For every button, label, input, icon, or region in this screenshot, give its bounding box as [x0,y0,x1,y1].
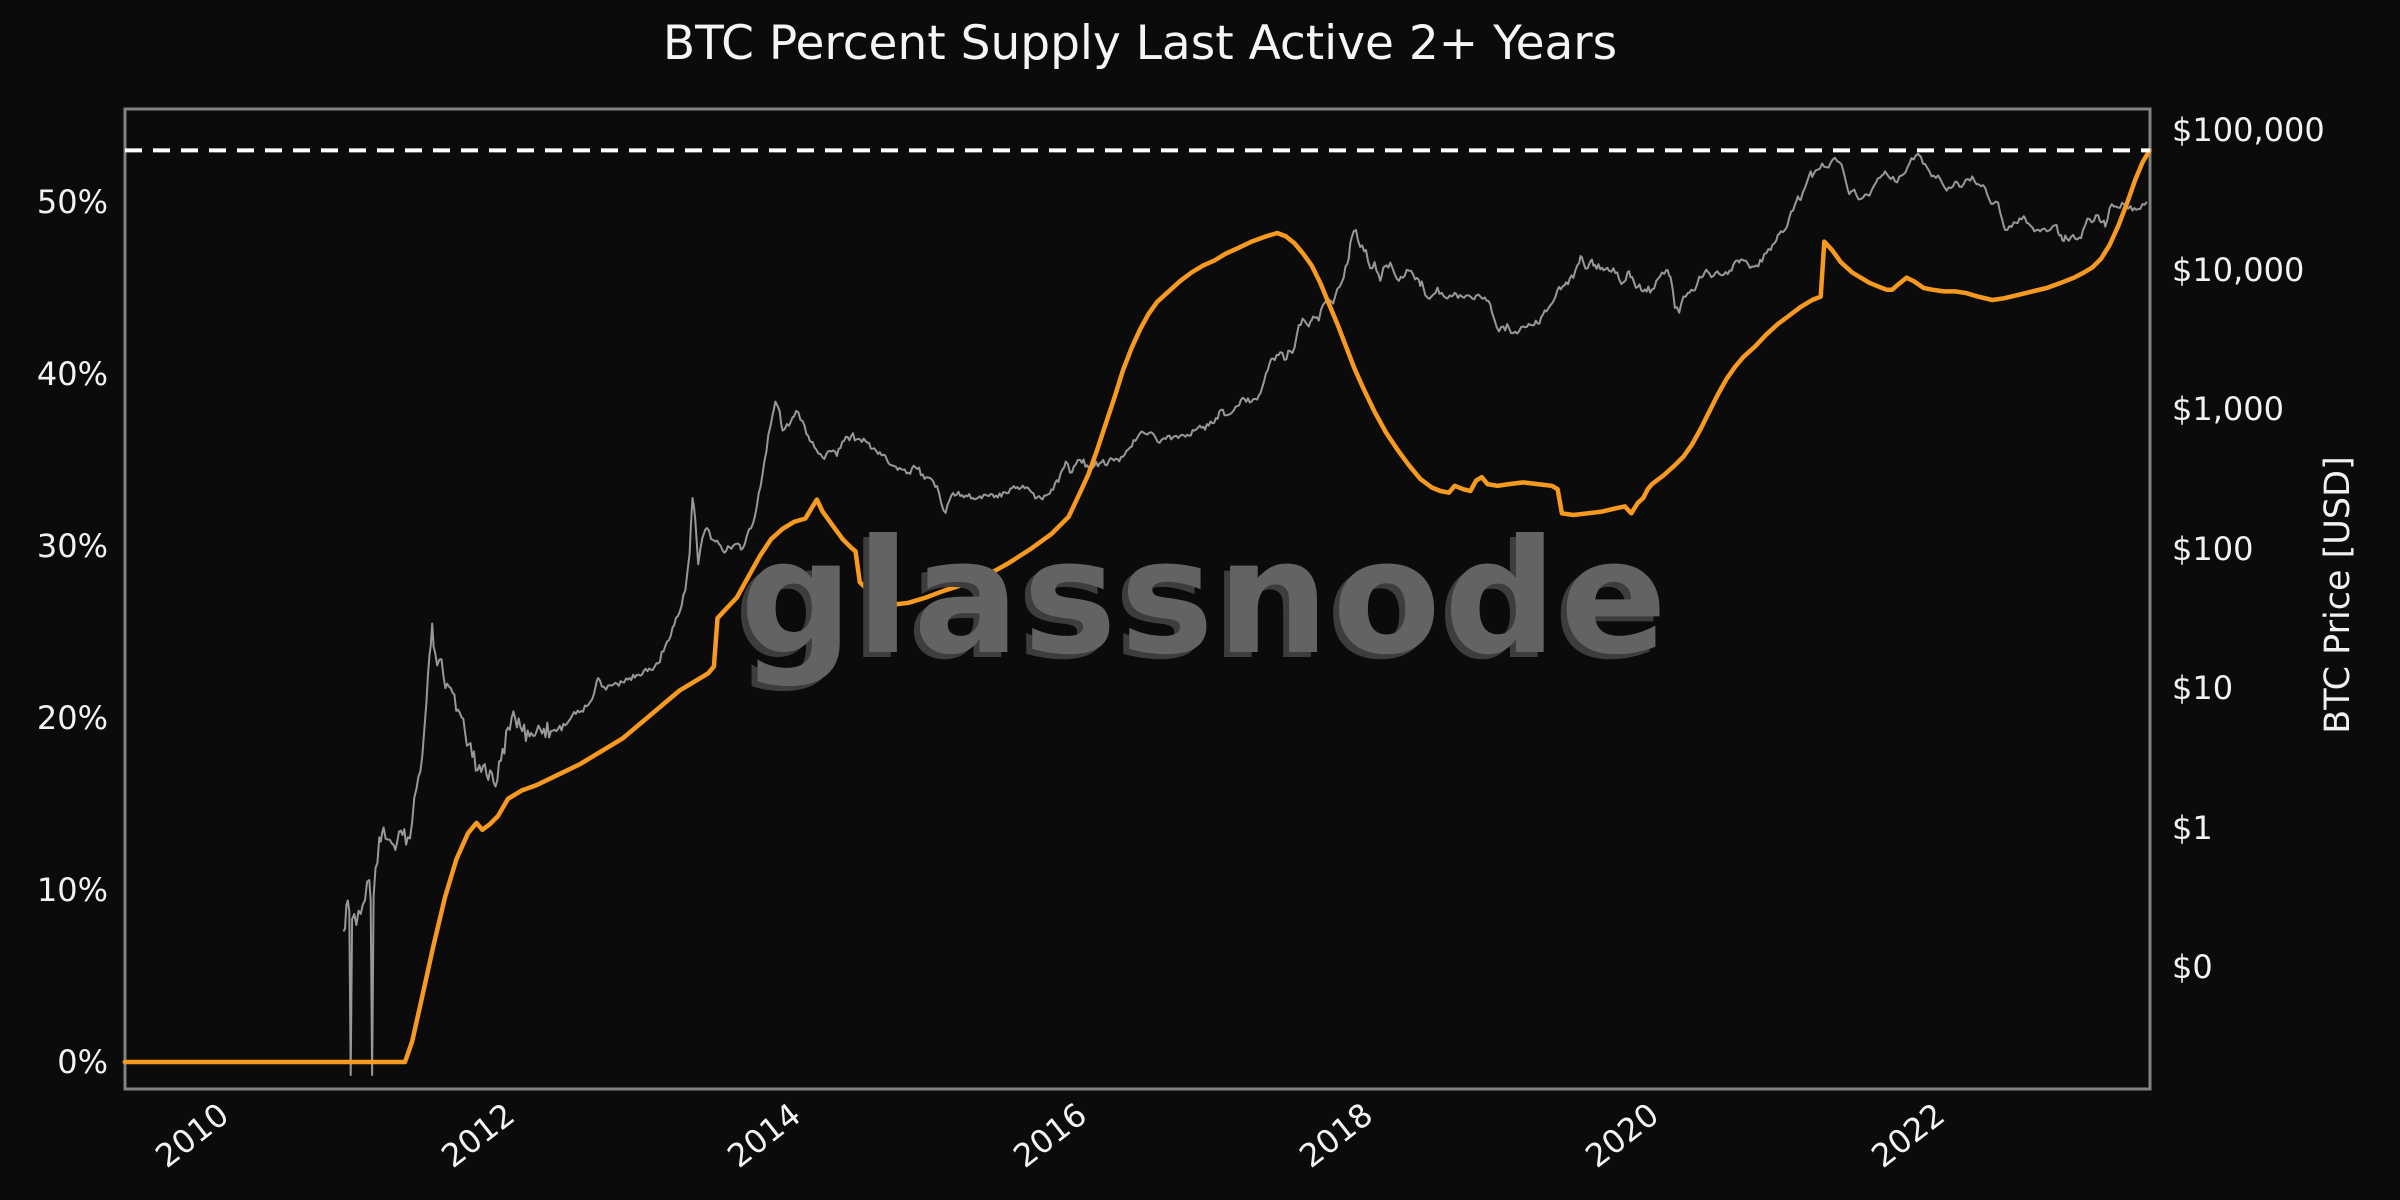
left-axis-tick-label: 10% [36,871,108,909]
chart-title: BTC Percent Supply Last Active 2+ Years [662,16,1618,71]
right-axis-tick-label: $100,000 [2172,111,2325,149]
right-axis-tick-label: $10,000 [2172,250,2305,289]
right-axis-tick-label: $100 [2172,529,2254,568]
supply-line [122,148,2152,1065]
right-axis-tick-label: $0 [2172,948,2213,986]
price-line [342,152,2148,1076]
right-axis-tick-label: $1 [2172,808,2213,847]
right-axis-tick-label: $1,000 [2172,390,2284,428]
left-axis-tick-label: 40% [36,355,108,393]
left-axis-tick-label: 0% [57,1043,108,1081]
left-axis-tick-label: 30% [36,527,108,565]
right-axis-title-text: BTC Price [USD] [2318,456,2358,734]
right-axis-tick-label: $10 [2172,669,2234,707]
left-axis-tick-label: 20% [36,699,108,737]
plot-frame [123,107,2152,1091]
glassnode-watermark: glassnode [739,506,1671,690]
left-axis-tick-label: 50% [36,183,108,221]
